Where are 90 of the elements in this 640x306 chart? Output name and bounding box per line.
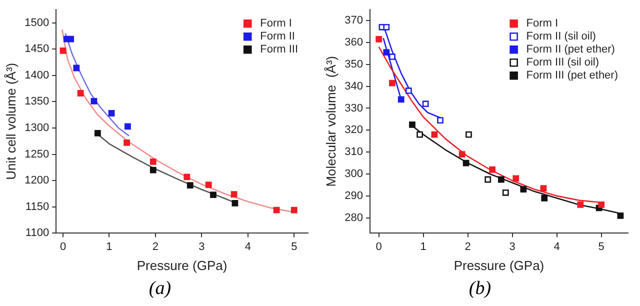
y-tick-label: 280 <box>344 212 363 224</box>
point <box>540 185 547 192</box>
text: (a) <box>148 278 172 300</box>
point <box>273 206 280 214</box>
point <box>184 174 190 180</box>
point <box>94 130 101 136</box>
point <box>598 202 604 208</box>
y-tick-label: 1350 <box>24 96 50 108</box>
point <box>398 96 404 103</box>
x-axis-title: Pressure (GPa) <box>454 258 544 273</box>
x-tick-label: 0 <box>376 240 382 253</box>
legend-label: Form III (sil oil) <box>526 56 600 69</box>
point <box>77 90 84 96</box>
y-axis-title: Unit cell volume (Å³) <box>3 62 18 180</box>
point <box>290 206 298 214</box>
x-tick-label: 4 <box>554 240 560 253</box>
point <box>458 151 466 158</box>
point <box>389 54 396 60</box>
point <box>577 202 584 208</box>
y-tick-label: 1150 <box>25 200 50 213</box>
point <box>431 131 438 138</box>
x-tick-label: 4 <box>244 240 251 253</box>
y-tick-label: 320 <box>344 124 363 136</box>
y-tick-label: 350 <box>344 58 363 70</box>
y-tick-label: 1250 <box>24 148 50 160</box>
y-tick-label: 340 <box>344 80 363 92</box>
text: (b) <box>468 278 492 300</box>
y-tick-label: 1500 <box>24 16 50 29</box>
point <box>124 140 130 146</box>
legend-label: Form III <box>260 44 298 56</box>
x-tick-label: 2 <box>464 240 471 253</box>
point <box>409 121 416 128</box>
x-tick-label: 2 <box>152 240 159 253</box>
point <box>466 131 472 138</box>
legend-label: Form I <box>260 18 292 30</box>
legend-label: Form III (pet ether) <box>526 70 618 82</box>
point <box>376 36 382 42</box>
point <box>437 117 444 124</box>
y-tick-label: 1200 <box>24 174 50 187</box>
point <box>541 194 548 202</box>
point <box>484 176 492 183</box>
point <box>383 24 390 30</box>
point <box>383 49 390 56</box>
point <box>489 166 496 173</box>
x-tick-label: 0 <box>60 240 66 253</box>
point <box>617 212 624 219</box>
x-tick-label: 1 <box>106 240 112 253</box>
x-tick-label: 3 <box>509 240 516 253</box>
point <box>90 98 98 104</box>
point <box>186 182 194 189</box>
point <box>60 47 66 54</box>
y-tick-label: 1300 <box>24 122 50 134</box>
y-tick-label: 1450 <box>24 43 50 56</box>
y-tick-label: 290 <box>344 190 363 202</box>
y-tick-label: 310 <box>344 146 363 158</box>
point <box>498 176 504 183</box>
point <box>232 200 238 206</box>
y-tick-label: 300 <box>344 168 363 180</box>
point <box>68 36 74 42</box>
point <box>502 189 509 196</box>
point <box>462 160 470 166</box>
x-tick-label: 5 <box>291 240 298 253</box>
point <box>422 100 429 108</box>
x-tick-label: 3 <box>198 240 205 253</box>
y-tick-label: 370 <box>344 14 363 27</box>
point <box>520 186 527 193</box>
y-tick-label: 330 <box>344 102 363 114</box>
point <box>108 110 115 116</box>
point <box>124 123 131 130</box>
y-axis-title: Molecular volume (Å³) <box>323 56 338 187</box>
point <box>230 191 238 198</box>
legend-label: Form II (pet ether) <box>526 44 615 56</box>
legend-label: Form II <box>260 30 295 43</box>
x-axis-title: Pressure (GPa) <box>136 258 228 273</box>
y-tick-label: 1100 <box>25 227 50 240</box>
point <box>416 131 423 138</box>
point <box>389 80 396 86</box>
legend-label: Form II (sil oil) <box>526 30 596 43</box>
point <box>73 64 80 72</box>
x-tick-label: 5 <box>598 240 604 253</box>
x-tick-label: 1 <box>420 240 426 253</box>
point <box>210 192 216 198</box>
point <box>405 88 412 94</box>
point <box>512 175 520 182</box>
y-tick-label: 360 <box>344 36 363 49</box>
point <box>150 158 156 165</box>
point <box>205 182 212 188</box>
point <box>150 166 156 174</box>
y-tick-label: 1400 <box>24 69 50 82</box>
legend-label: Form I <box>526 18 558 30</box>
